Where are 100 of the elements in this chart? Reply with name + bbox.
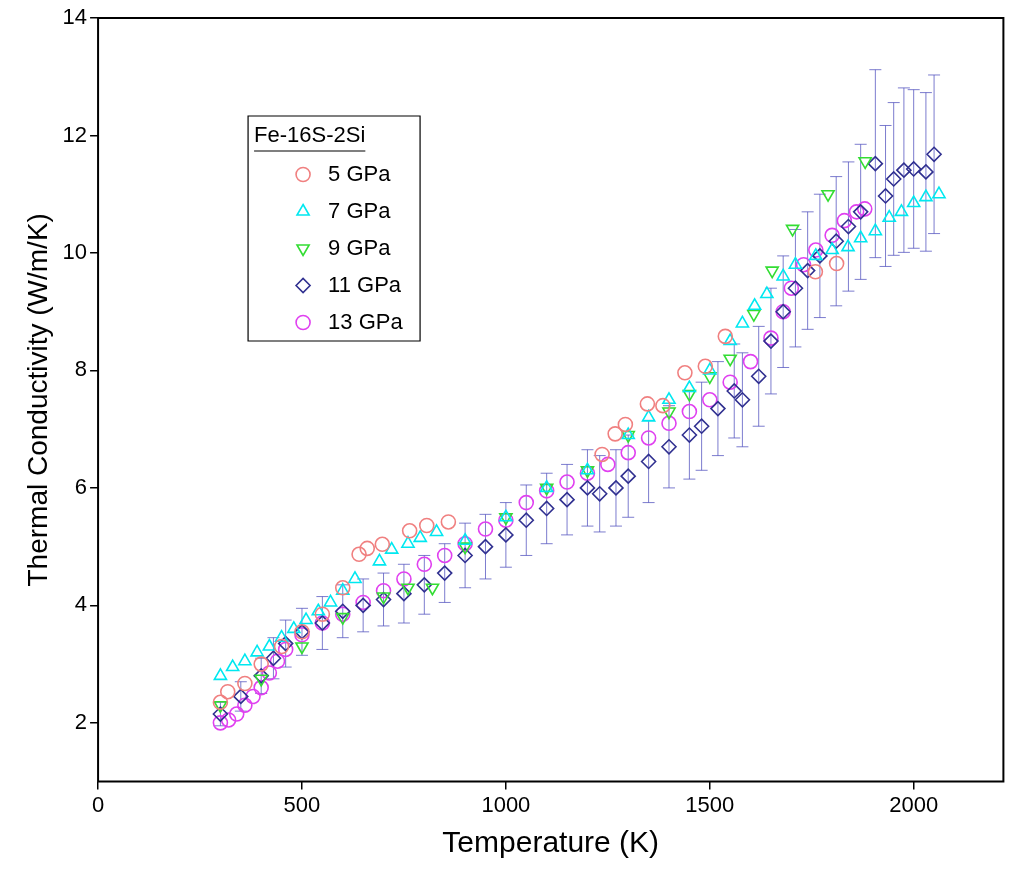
point [840,218,857,235]
x-tick-label: 500 [283,791,321,817]
point [710,400,726,417]
point [579,480,596,496]
point [477,538,494,555]
point [795,256,812,273]
point [594,446,610,463]
point [237,697,253,714]
point [401,535,415,549]
point [238,653,252,666]
point [787,280,804,296]
point [228,706,245,722]
point [825,242,839,255]
y-tick-label: 8 [74,356,88,382]
point [807,263,824,280]
point [359,540,376,557]
x-tick-label: 1000 [481,791,531,817]
point [225,659,240,672]
point [323,594,338,607]
point [458,532,472,546]
point [639,396,656,412]
point [286,621,301,634]
point [253,679,269,696]
point [559,474,575,490]
point [783,280,800,296]
point [877,188,894,204]
x-tick-label: 1500 [685,791,735,817]
point [262,638,277,651]
point [418,517,435,534]
point [723,333,738,346]
point [277,641,294,658]
point [425,583,440,596]
point [655,397,671,414]
y-tick-label: 14 [62,4,88,30]
point [213,700,228,714]
point [677,364,693,381]
point [641,409,656,422]
point [788,256,803,269]
point [261,665,278,681]
point [693,418,710,435]
point [747,298,762,311]
point [856,201,873,217]
point [852,204,869,220]
point [416,577,433,593]
point [808,242,824,258]
point [233,688,249,705]
point [726,383,743,399]
point [253,656,269,672]
point [735,315,750,328]
point [926,146,942,163]
legend-title: Fe-16S-2Si [254,122,366,148]
point [311,603,326,616]
point [812,248,828,264]
point [348,571,362,584]
point [640,430,657,446]
point [499,509,513,522]
point [607,426,623,442]
point [518,494,535,511]
point [697,358,714,375]
point [220,712,237,728]
point [717,328,734,345]
point [237,675,253,692]
point [518,512,535,529]
point [681,403,698,420]
point [335,612,350,625]
point [265,650,282,667]
point [440,514,457,530]
point [436,565,453,581]
point [269,653,286,669]
point [384,541,399,554]
point [681,427,698,443]
y-tick-label: 6 [74,473,88,499]
x-tick-label: 0 [91,791,105,817]
point [868,223,883,236]
point [750,368,767,385]
point [885,171,902,187]
point [396,585,412,602]
point [374,536,391,553]
point [401,583,415,596]
point [212,694,229,711]
point [919,189,933,202]
y-tick-label: 10 [62,239,88,265]
point [375,582,392,599]
point [212,715,229,731]
point [620,468,637,484]
point [702,362,717,375]
point [918,164,934,180]
point [213,668,228,681]
point [436,547,453,564]
point [372,553,387,566]
point [848,204,865,220]
y-tick-label: 4 [74,591,88,617]
point [538,500,555,517]
point [867,155,884,172]
point [828,255,845,272]
point [457,547,473,564]
point [828,233,844,250]
point [580,462,595,475]
point [682,389,697,402]
point [701,392,718,408]
